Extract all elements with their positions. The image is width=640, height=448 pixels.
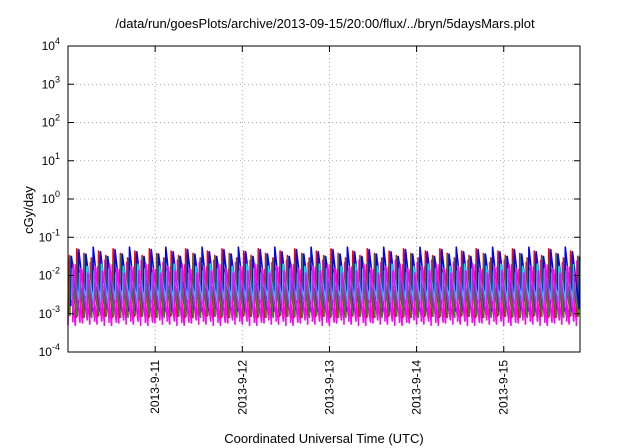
y-tick-label: 102 [42,113,60,130]
series-line [71,263,576,323]
x-tick-label: 2013-9-11 [148,360,162,414]
x-axis-label: Coordinated Universal Time (UTC) [224,431,423,446]
y-tick-label: 104 [42,36,60,53]
y-tick-label: 103 [42,74,60,91]
y-axis-label: cGy/day [21,186,36,234]
x-tick-label: 2013-9-15 [497,360,511,415]
y-tick-label: 10-1 [39,227,60,244]
chart-title: /data/run/goesPlots/archive/2013-09-15/2… [115,16,535,31]
x-tick-label: 2013-9-13 [322,360,336,415]
x-axis-ticks: 2013-9-11 2013-9-12 2013-9-13 2013-9-14 2013… [148,46,511,415]
x-tick-label: 2013-9-14 [410,360,424,415]
series-line [69,253,580,319]
y-tick-label: 100 [42,189,60,206]
y-tick-label: 10-3 [39,304,60,321]
x-tick-label: 2013-9-12 [235,360,249,415]
y-axis-ticks: 10-4 10-3 10-2 10-1 100 101 102 103 104 [39,36,580,359]
y-tick-label: 101 [42,151,60,168]
y-tick-label: 10-4 [39,342,60,359]
y-tick-label: 10-2 [39,266,60,283]
plot-area [67,246,581,327]
